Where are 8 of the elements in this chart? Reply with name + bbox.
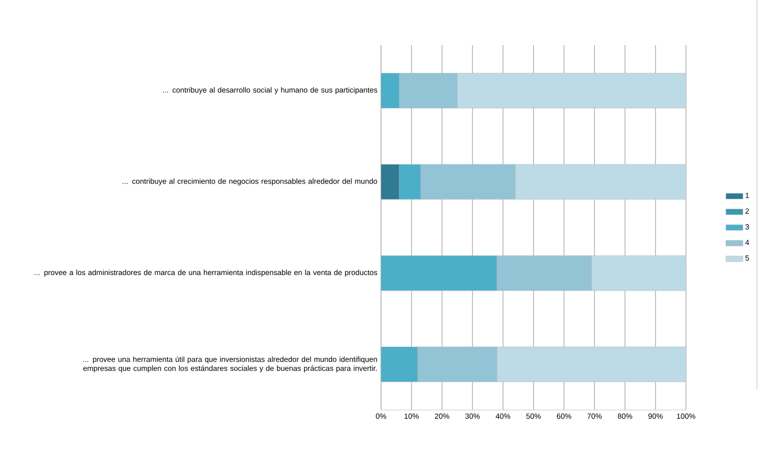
bar <box>381 346 418 382</box>
bar <box>399 164 421 200</box>
bar <box>381 255 498 291</box>
bar <box>515 164 686 200</box>
bar <box>591 255 686 291</box>
bar <box>457 72 686 108</box>
bar <box>496 346 686 382</box>
bar <box>381 72 400 108</box>
